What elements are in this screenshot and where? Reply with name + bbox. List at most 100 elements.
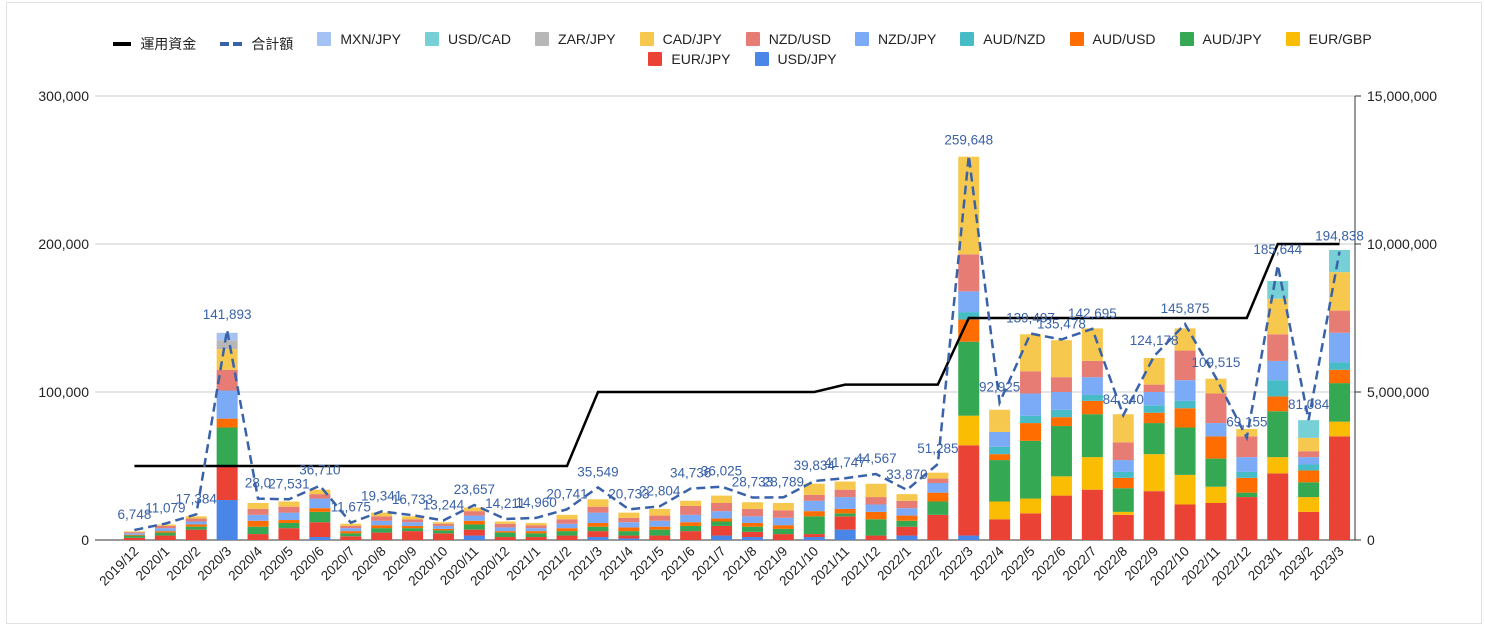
- bar-segment-nzd-usd: [1298, 451, 1320, 458]
- bar-segment-aud-nzd: [1112, 471, 1134, 478]
- legend-label: USD/CAD: [448, 31, 512, 47]
- bar-segment-aud-nzd: [1298, 464, 1320, 471]
- bar-segment-cad-jpy: [1174, 328, 1196, 351]
- bar-segment-cad-jpy: [587, 499, 609, 507]
- legend-swatch: [745, 32, 760, 46]
- legend-item: NZD/USD: [745, 31, 831, 47]
- total-data-label: 19,341: [361, 488, 402, 503]
- bar-segment-aud-usd: [618, 527, 640, 532]
- bar-segment-aud-usd: [927, 492, 949, 502]
- legend-swatch: [220, 42, 243, 46]
- y-left-tick-label: 300,000: [38, 88, 89, 104]
- bar-segment-aud-jpy: [1329, 383, 1351, 422]
- bar-segment-nzd-usd: [927, 478, 949, 484]
- bar-segment-nzd-jpy: [432, 525, 454, 529]
- legend-swatch: [639, 32, 654, 46]
- total-data-label: 36,710: [299, 463, 340, 478]
- total-data-label: 39,834: [794, 458, 836, 473]
- bar-segment-eur-jpy: [1205, 503, 1227, 540]
- bar-segment-cad-jpy: [1112, 414, 1134, 443]
- bar-segment-nzd-jpy: [741, 516, 763, 523]
- bar-segment-aud-jpy: [927, 501, 949, 515]
- total-data-label: 34,736: [670, 466, 711, 481]
- bar-segment-eur-jpy: [1112, 514, 1134, 540]
- total-data-label: 33,870: [886, 467, 927, 482]
- total-data-label: 51,285: [917, 441, 958, 456]
- bar-segment-aud-usd: [1143, 412, 1165, 424]
- bar-segment-eur-jpy: [772, 534, 794, 540]
- bar-segment-nzd-usd: [1267, 334, 1289, 361]
- bar-segment-aud-usd: [402, 525, 424, 529]
- bar-segment-cad-jpy: [463, 507, 485, 512]
- bar-segment-aud-nzd: [1267, 380, 1289, 397]
- legend-label: NZD/USD: [768, 31, 831, 47]
- x-tick-label: 2020/2: [164, 544, 204, 584]
- total-data-label: 27,531: [268, 476, 309, 491]
- bar-segment-cad-jpy: [1143, 357, 1165, 385]
- legend-swatch: [854, 32, 869, 46]
- bar-segment-cad-jpy: [278, 501, 300, 507]
- bar-segment-eur-jpy: [1020, 513, 1042, 540]
- bar-segment-cad-jpy: [371, 512, 393, 517]
- bar-segment-cad-jpy: [432, 522, 454, 524]
- bar-segment-nzd-usd: [803, 494, 825, 501]
- legend-swatch: [1179, 32, 1194, 46]
- x-tick-label: 2022/2: [905, 544, 945, 584]
- bar-segment-nzd-usd: [402, 519, 424, 523]
- x-tick-label: 2022/7: [1060, 544, 1100, 584]
- bar-segment-eur-jpy: [741, 531, 763, 538]
- bar-segment-aud-jpy: [803, 516, 825, 535]
- bar-segment-aud-usd: [432, 528, 454, 531]
- bar-segment-aud-usd: [1174, 408, 1196, 428]
- bar-segment-nzd-usd: [587, 506, 609, 513]
- bar-segment-nzd-jpy: [185, 521, 207, 525]
- bar-segment-aud-usd: [494, 531, 516, 533]
- bar-segment-cad-jpy: [618, 512, 640, 518]
- bar-segment-eur-gbp: [1298, 497, 1320, 512]
- legend-swatch: [1285, 32, 1300, 46]
- bar-segment-eur-jpy: [1329, 436, 1351, 540]
- total-data-label: 28,0: [245, 476, 271, 491]
- bar-segment-eur-jpy: [154, 535, 176, 540]
- total-data-label: 14,211: [485, 496, 525, 511]
- bar-segment-aud-jpy: [989, 460, 1011, 502]
- bar-segment-aud-usd: [989, 454, 1011, 461]
- bar-segment-aud-jpy: [185, 526, 207, 530]
- total-data-label: 11,079: [145, 501, 185, 516]
- bar-segment-nzd-usd: [556, 519, 578, 524]
- bar-segment-cad-jpy: [402, 516, 424, 520]
- bar-segment-nzd-jpy: [680, 514, 702, 523]
- bar-segment-aud-usd: [834, 508, 856, 514]
- legend-swatch: [317, 32, 332, 46]
- bar-segment-nzd-usd: [896, 500, 918, 509]
- bar-segment-eur-jpy: [587, 531, 609, 538]
- bar-segment-nzd-jpy: [927, 483, 949, 493]
- bar-segment-aud-jpy: [216, 427, 238, 466]
- bar-segment-aud-jpy: [1081, 414, 1103, 458]
- bar-segment-aud-usd: [649, 526, 671, 530]
- legend-swatch: [960, 32, 975, 46]
- bar-segment-cad-jpy: [309, 489, 331, 495]
- bar-segment-aud-jpy: [1112, 488, 1134, 512]
- legend-row: 運用資金 合計額 MXN/JPY USD/CAD ZAR/JPY CAD/JPY NZD/U…: [0, 31, 1485, 54]
- bar-segment-aud-jpy: [1236, 492, 1258, 498]
- bar-segment-aud-usd: [803, 511, 825, 517]
- y-left-tick-label: 0: [81, 532, 89, 548]
- x-tick-label: 2020/3: [194, 544, 234, 584]
- bar-segment-eur-jpy: [1050, 495, 1072, 540]
- total-data-label: 28,733: [732, 474, 773, 489]
- x-tick-label: 2021/7: [689, 544, 729, 584]
- bar-segment-nzd-usd: [618, 517, 640, 523]
- bar-segment-aud-usd: [1112, 477, 1134, 489]
- bar-segment-aud-jpy: [494, 532, 516, 538]
- x-tick-label: 2020/7: [318, 544, 358, 584]
- bar-segment-eur-jpy: [247, 534, 269, 540]
- bar-segment-cad-jpy: [865, 483, 887, 498]
- bar-segment-aud-nzd: [1236, 471, 1258, 478]
- bar-segment-aud-usd: [587, 522, 609, 527]
- bar-segment-cad-jpy: [1298, 437, 1320, 452]
- bar-segment-eur-gbp: [1174, 474, 1196, 505]
- y-left-tick-label: 100,000: [38, 384, 89, 400]
- bar-segment-aud-nzd: [989, 446, 1011, 455]
- bar-segment-nzd-jpy: [1174, 380, 1196, 401]
